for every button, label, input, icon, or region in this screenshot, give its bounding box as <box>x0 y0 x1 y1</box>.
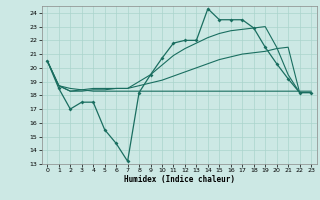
X-axis label: Humidex (Indice chaleur): Humidex (Indice chaleur) <box>124 175 235 184</box>
